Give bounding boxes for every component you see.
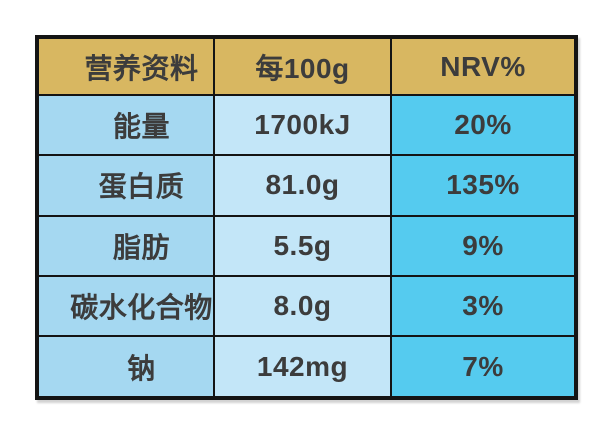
table-row-carbohydrate: 碳水化合物 8.0g 3%	[36, 274, 577, 338]
cell-energy-per100g: 1700kJ	[213, 93, 392, 157]
table-row-sodium: 钠 142mg 7%	[36, 335, 577, 399]
cell-fat-name: 脂肪	[36, 214, 215, 277]
cell-protein-per100g: 81.0g	[213, 154, 392, 217]
nutrition-table: 营养资料 每100g NRV% 能量 1700kJ 20% 蛋白质 81.0g …	[35, 35, 578, 400]
table-header-row: 营养资料 每100g NRV%	[36, 36, 577, 96]
cell-carbohydrate-name: 碳水化合物	[36, 274, 215, 338]
table-row-protein: 蛋白质 81.0g 135%	[36, 154, 577, 217]
cell-sodium-nrv: 7%	[390, 335, 577, 399]
header-cell-nutrient: 营养资料	[36, 36, 215, 96]
cell-energy-nrv: 20%	[390, 93, 577, 157]
cell-energy-name: 能量	[36, 93, 215, 157]
cell-carbohydrate-per100g: 8.0g	[213, 274, 392, 338]
header-cell-nrv: NRV%	[390, 36, 577, 96]
cell-fat-nrv: 9%	[390, 214, 577, 277]
table-row-fat: 脂肪 5.5g 9%	[36, 214, 577, 277]
cell-sodium-per100g: 142mg	[213, 335, 392, 399]
cell-protein-name: 蛋白质	[36, 154, 215, 217]
cell-protein-nrv: 135%	[390, 154, 577, 217]
cell-fat-per100g: 5.5g	[213, 214, 392, 277]
cell-sodium-name: 钠	[36, 335, 215, 399]
header-cell-per100g: 每100g	[213, 36, 392, 96]
table-row-energy: 能量 1700kJ 20%	[36, 93, 577, 157]
cell-carbohydrate-nrv: 3%	[390, 274, 577, 338]
